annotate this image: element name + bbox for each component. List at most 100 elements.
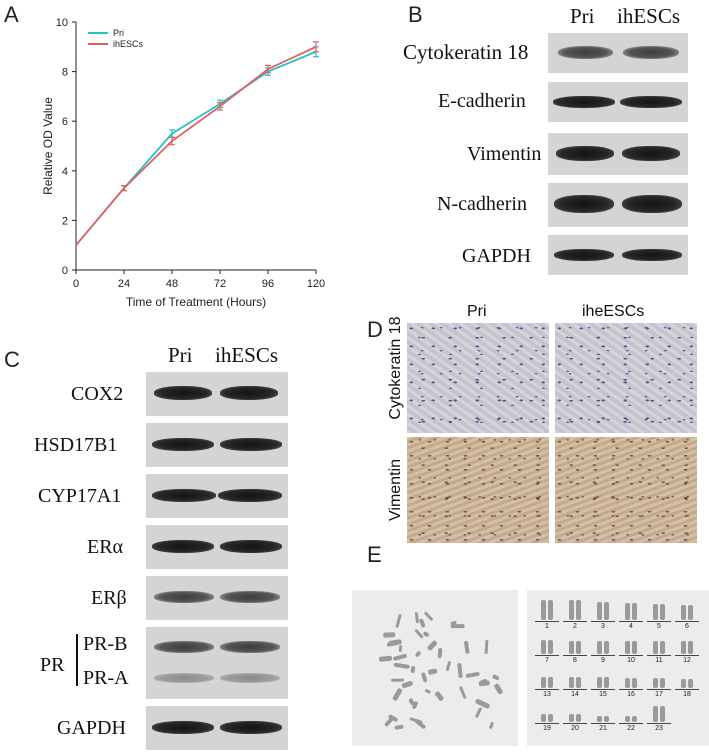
chromosome <box>414 612 419 624</box>
chromosome <box>420 671 428 683</box>
karyotype-number: 13 <box>543 691 551 698</box>
karyotype-chromosome <box>625 716 630 722</box>
blot-b-column-ihescs: ihESCs <box>617 4 681 28</box>
karyotype-chromosome <box>569 600 574 620</box>
karyotype-number: 15 <box>599 691 607 698</box>
chromosome <box>458 685 467 700</box>
karyotype-baseline <box>675 689 699 690</box>
karyotype-chromosome <box>597 716 602 722</box>
band <box>220 721 282 734</box>
karyotype-number: 5 <box>657 623 661 630</box>
karyotype-baseline <box>675 655 699 656</box>
chromosome <box>394 724 405 731</box>
karyotype-baseline <box>647 655 671 656</box>
chromosome <box>427 668 438 675</box>
band <box>220 641 280 653</box>
karyotype-number: 9 <box>601 657 605 664</box>
karyotype-chromosome <box>548 640 553 654</box>
karyotype-chromosome <box>569 677 574 688</box>
blot-c-label-cyp17a1: CYP17A1 <box>38 485 122 507</box>
karyotype-chromosome <box>541 677 546 688</box>
karyotype-chromosome <box>681 605 686 620</box>
series-line-ihescs <box>75 45 317 246</box>
karyotype-chromosome <box>632 678 637 688</box>
karyotype-chromosome <box>597 677 602 688</box>
legend-label: Pri <box>113 28 124 38</box>
blot-b-strip-e-cadherin <box>548 82 688 122</box>
chromosome <box>423 611 434 622</box>
karyotype-chromosome <box>625 641 630 654</box>
blot-c-strip-cox2 <box>146 372 288 416</box>
karyotype-chromosome <box>653 604 658 620</box>
y-tick-label: 10 <box>56 17 68 29</box>
metaphase-spread <box>352 590 518 746</box>
karyotype-chromosome <box>604 677 609 688</box>
karyotype-baseline <box>647 689 671 690</box>
micrograph-iheescs-vimentin <box>555 437 697 543</box>
karyotype-chromosome <box>625 603 630 620</box>
blot-c-strip-gapdh <box>146 706 288 750</box>
blot-c-label-cox2: COX2 <box>71 383 124 405</box>
karyotype-chromosome <box>688 605 693 620</box>
blot-c-strip-er-alpha <box>146 525 288 569</box>
band <box>220 438 282 451</box>
karyotype-baseline <box>675 621 699 622</box>
karyotype-chromosome <box>548 714 553 722</box>
karyotype-chromosome <box>660 706 665 722</box>
karyotype-chromosome <box>604 716 609 722</box>
karyotype-number: 10 <box>627 657 635 664</box>
karyotype-baseline <box>619 689 643 690</box>
karyotype-number: 19 <box>543 725 551 732</box>
chromosome <box>393 662 410 670</box>
karyotype-baseline <box>647 723 671 724</box>
band <box>220 591 280 603</box>
chromosome <box>465 671 480 678</box>
band <box>554 195 614 213</box>
micrograph-pri-cytokeratin18 <box>407 323 549 433</box>
karyotype-number: 1 <box>545 623 549 630</box>
band <box>154 386 212 400</box>
karyotype-chromosome <box>569 641 574 654</box>
blot-b-strip-gapdh <box>548 235 688 275</box>
karyotype-chromosome <box>604 641 609 654</box>
karyotype-baseline <box>619 723 643 724</box>
y-tick-label: 2 <box>62 215 68 227</box>
blot-b-column-pri: Pri <box>570 4 595 28</box>
chromosome <box>464 640 471 654</box>
karyotype-chromosome <box>604 602 609 620</box>
chromosome <box>491 673 500 681</box>
band <box>620 96 682 108</box>
y-axis-label: Relative OD Value <box>41 97 55 195</box>
chromosome <box>484 640 489 655</box>
karyogram: 1 2 3 4 5 6 7 8 9 10 11 12 13 14 15 16 17 18 19 20 21 22 23 <box>527 590 709 746</box>
blot-c-strip-cyp17a1 <box>146 474 288 518</box>
blot-b-strip-vimentin <box>548 133 688 175</box>
x-tick-label: 48 <box>166 278 178 290</box>
chromosome <box>424 688 432 695</box>
y-tick-label: 6 <box>62 116 68 128</box>
karyotype-baseline <box>535 621 559 622</box>
blot-b-label-cytokeratin18: Cytokeratin 18 <box>403 40 529 64</box>
karyotype-chromosome <box>576 600 581 620</box>
micro-d-column-iheescs: iheESCs <box>582 303 645 320</box>
x-tick-label: 72 <box>214 278 226 290</box>
band <box>152 438 214 451</box>
chromosome <box>457 662 464 678</box>
pr-bracket-line <box>76 634 78 686</box>
y-tick-label: 4 <box>62 166 68 178</box>
y-tick-label: 0 <box>62 265 68 277</box>
karyotype-chromosome <box>660 604 665 620</box>
karyotype-baseline <box>535 689 559 690</box>
panel-letter-d: D <box>367 317 383 342</box>
band <box>154 641 214 653</box>
karyotype-baseline <box>591 655 615 656</box>
band <box>622 195 682 213</box>
band <box>622 146 680 161</box>
karyotype-baseline <box>563 655 587 656</box>
karyotype-baseline <box>619 621 643 622</box>
chromosome <box>408 717 423 725</box>
karyotype-baseline <box>535 723 559 724</box>
karyotype-baseline <box>591 723 615 724</box>
karyotype-chromosome <box>541 714 546 722</box>
